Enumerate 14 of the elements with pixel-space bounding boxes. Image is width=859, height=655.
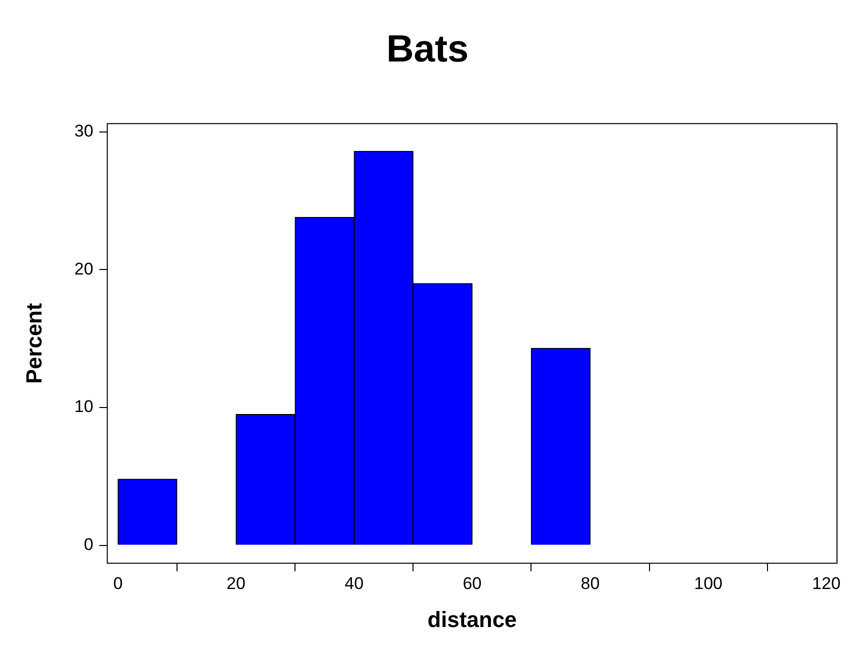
chart-title: Bats <box>386 28 469 70</box>
x-tick-label: 120 <box>812 574 841 594</box>
x-tick-label: 80 <box>580 574 600 594</box>
x-tick-label: 0 <box>113 574 123 594</box>
x-tick-label: 20 <box>226 574 246 594</box>
y-tick-label: 10 <box>74 397 94 416</box>
x-axis-title: distance <box>428 606 517 632</box>
y-axis-title: Percent <box>21 302 46 384</box>
y-tick-label: 0 <box>84 534 94 554</box>
x-tick-label: 60 <box>462 574 482 594</box>
x-tick-label: 100 <box>694 574 722 594</box>
x-tick-label: 40 <box>344 574 364 594</box>
y-tick-label: 20 <box>74 259 94 278</box>
y-tick-label: 30 <box>74 122 94 141</box>
